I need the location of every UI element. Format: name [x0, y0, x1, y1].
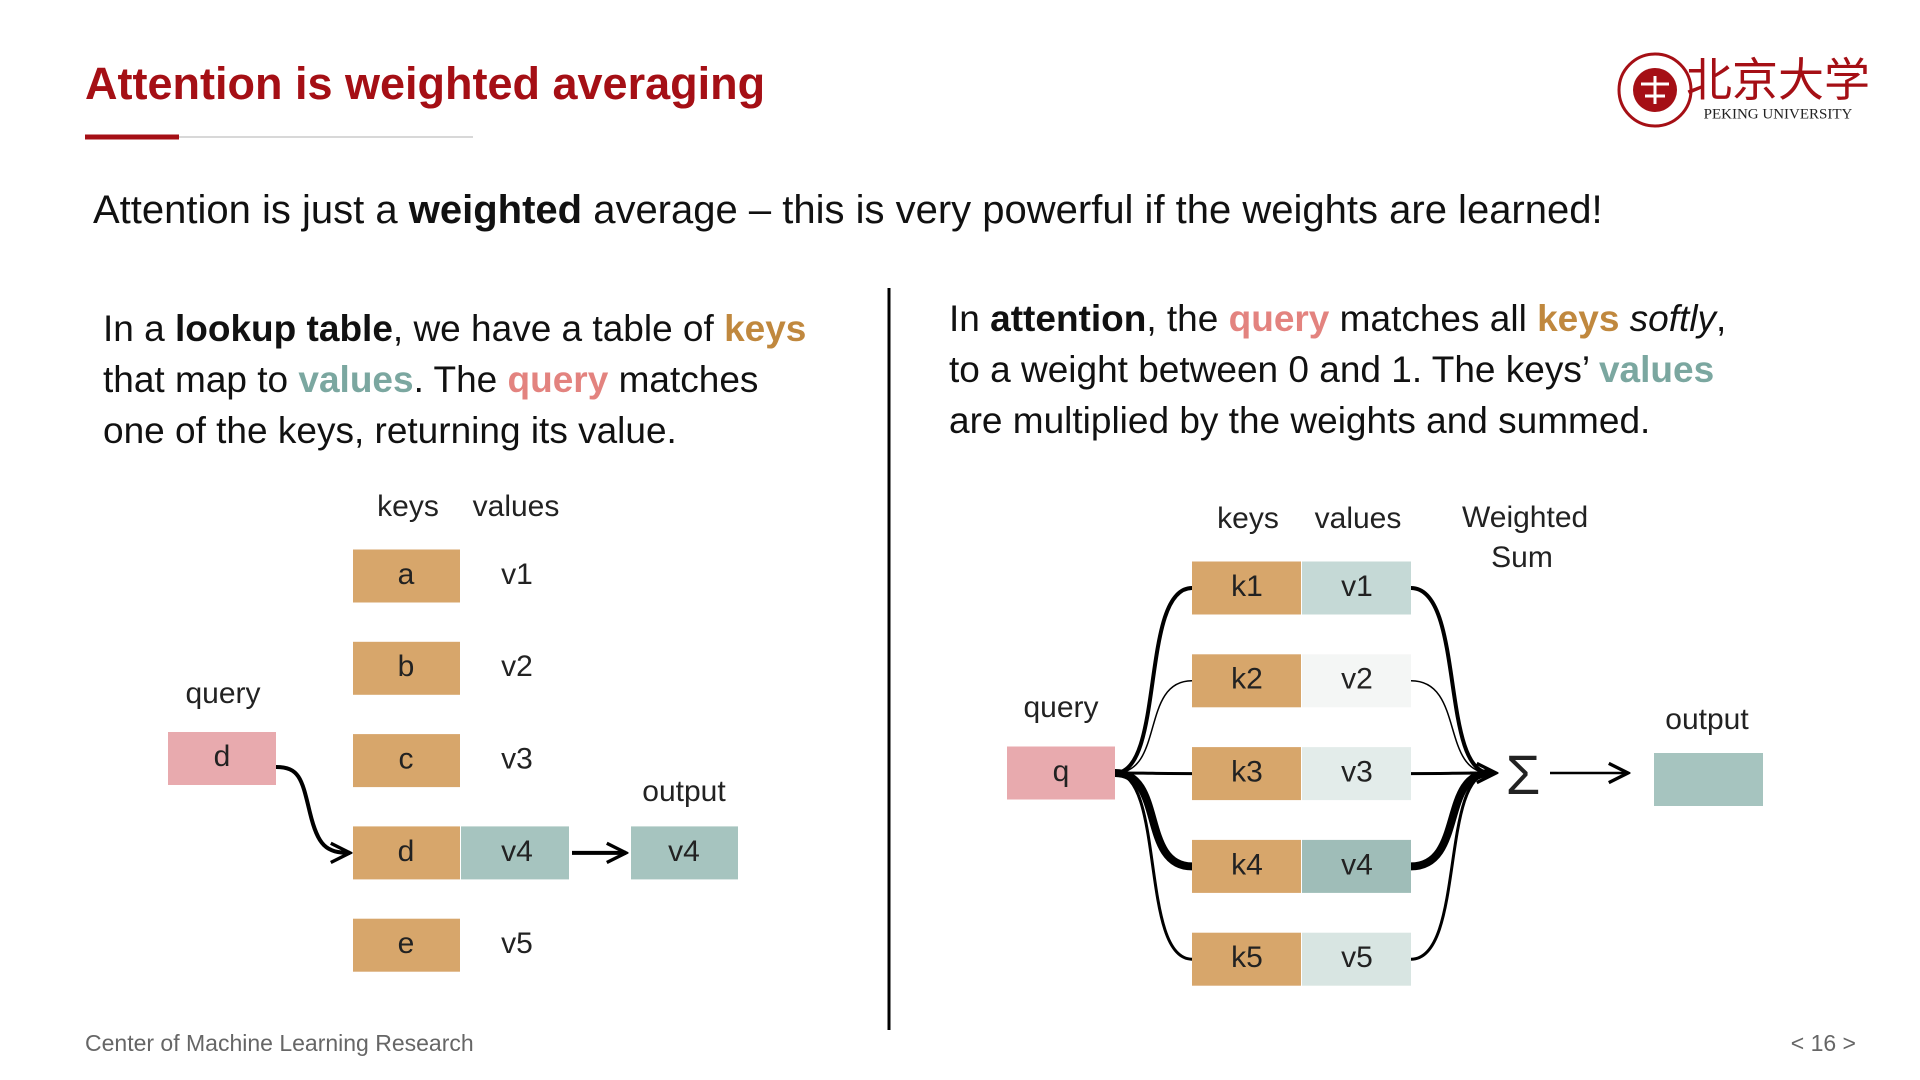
key-box	[353, 734, 460, 788]
key-label: e	[398, 927, 415, 960]
key-box	[1192, 839, 1301, 893]
value-label: v2	[501, 650, 533, 683]
text-run: values	[1598, 349, 1715, 390]
sum-label-box: Weighted Sum	[1462, 501, 1589, 574]
sum-link	[1410, 769, 1491, 871]
text-run: are multiplied by the weights and summed…	[949, 400, 1651, 441]
sum-link	[1410, 771, 1491, 961]
query-box	[168, 732, 276, 785]
keys-label: keys	[1217, 502, 1279, 535]
output-box	[631, 826, 738, 880]
text-run: matches all	[1329, 298, 1538, 339]
text-run: matches	[608, 359, 759, 400]
query-link	[1114, 680, 1193, 774]
query-arrow	[275, 765, 350, 853]
left-paragraph: In a lookup table, we have a table of ke…	[103, 303, 806, 456]
sum-label: Weighted Sum	[1462, 501, 1589, 574]
text-run: ,	[1716, 298, 1727, 339]
text-run: , we have a table of	[392, 308, 725, 349]
page-number: < 16 >	[1790, 1030, 1856, 1056]
values-label: values	[1315, 502, 1402, 535]
text-run: average – this is very powerful if the w…	[582, 188, 1603, 232]
value-box	[1302, 932, 1411, 986]
text-run: softly	[1619, 298, 1717, 339]
output-box	[1654, 753, 1763, 806]
logo: 北京大学 PEKING UNIVERSITY	[1617, 52, 1870, 128]
text-run: to a weight between 0 and 1. The keys’	[949, 349, 1599, 390]
sum-link	[1410, 586, 1491, 775]
query-label: query	[185, 677, 260, 710]
sum-symbol: Σ	[1506, 743, 1541, 806]
subtitle: Attention is just a weighted average – t…	[93, 188, 1603, 233]
value-box	[1302, 839, 1411, 893]
logo-en: PEKING UNIVERSITY	[1704, 106, 1853, 122]
key-box	[1192, 561, 1301, 615]
footer-org: Center of Machine Learning Research	[85, 1030, 474, 1056]
text-run: one of the keys, returning its value.	[103, 410, 677, 451]
text-run: In a	[103, 308, 175, 349]
text-run: In	[949, 298, 991, 339]
key-box	[353, 641, 460, 695]
value-label: v5	[501, 927, 533, 960]
key-box	[1192, 654, 1301, 708]
value-label: v4	[501, 835, 533, 868]
value-label: v3	[501, 743, 533, 776]
value-label: v3	[1341, 756, 1373, 789]
output-label: output	[642, 775, 726, 808]
value-label: v1	[501, 558, 533, 591]
query-value: d	[214, 740, 231, 773]
text-run: . The	[413, 359, 508, 400]
text-run: , the	[1146, 298, 1229, 339]
key-label: k2	[1231, 663, 1263, 696]
text-run: keys	[724, 308, 807, 349]
value-label: v5	[1341, 941, 1373, 974]
value-box	[1302, 561, 1411, 615]
value-box	[461, 826, 569, 880]
keys-label: keys	[377, 490, 439, 523]
text-run: query	[1228, 298, 1330, 339]
key-box	[353, 826, 460, 880]
text-run: weighted	[408, 188, 583, 232]
text-run: keys	[1537, 298, 1620, 339]
key-label: a	[398, 558, 415, 591]
key-box	[353, 918, 460, 972]
query-link	[1114, 771, 1193, 961]
key-label: d	[398, 835, 415, 868]
text-run: attention	[990, 298, 1147, 339]
key-box	[1192, 747, 1301, 801]
text-run: values	[298, 359, 414, 400]
output-label: output	[1665, 703, 1749, 736]
query-link	[1114, 769, 1193, 871]
sum-link	[1410, 680, 1491, 774]
text-run: that map to	[103, 359, 299, 400]
key-label: k1	[1231, 570, 1263, 603]
query-link	[1114, 586, 1193, 775]
value-label: v2	[1341, 663, 1373, 696]
key-label: k4	[1231, 848, 1263, 881]
query-label: query	[1023, 691, 1098, 724]
value-label: v4	[1341, 848, 1373, 881]
right-paragraph: In attention, the query matches all keys…	[949, 293, 1726, 446]
key-label: k3	[1231, 756, 1263, 789]
text-run: lookup table	[175, 308, 393, 349]
text-run: Attention is just a	[93, 188, 409, 232]
output-value: v4	[668, 835, 700, 868]
key-label: c	[399, 743, 414, 776]
key-box	[353, 549, 460, 603]
title: Attention is weighted averaging	[85, 58, 766, 109]
logo-cn: 北京大学	[1686, 53, 1870, 107]
query-box	[1007, 746, 1115, 800]
query-value: q	[1053, 755, 1070, 788]
values-label: values	[473, 490, 560, 523]
text-run: query	[507, 359, 609, 400]
key-box	[1192, 932, 1301, 986]
value-box	[1302, 747, 1411, 801]
key-label: b	[398, 650, 415, 683]
key-label: k5	[1231, 941, 1263, 974]
value-box	[1302, 654, 1411, 708]
value-label: v1	[1341, 570, 1373, 603]
